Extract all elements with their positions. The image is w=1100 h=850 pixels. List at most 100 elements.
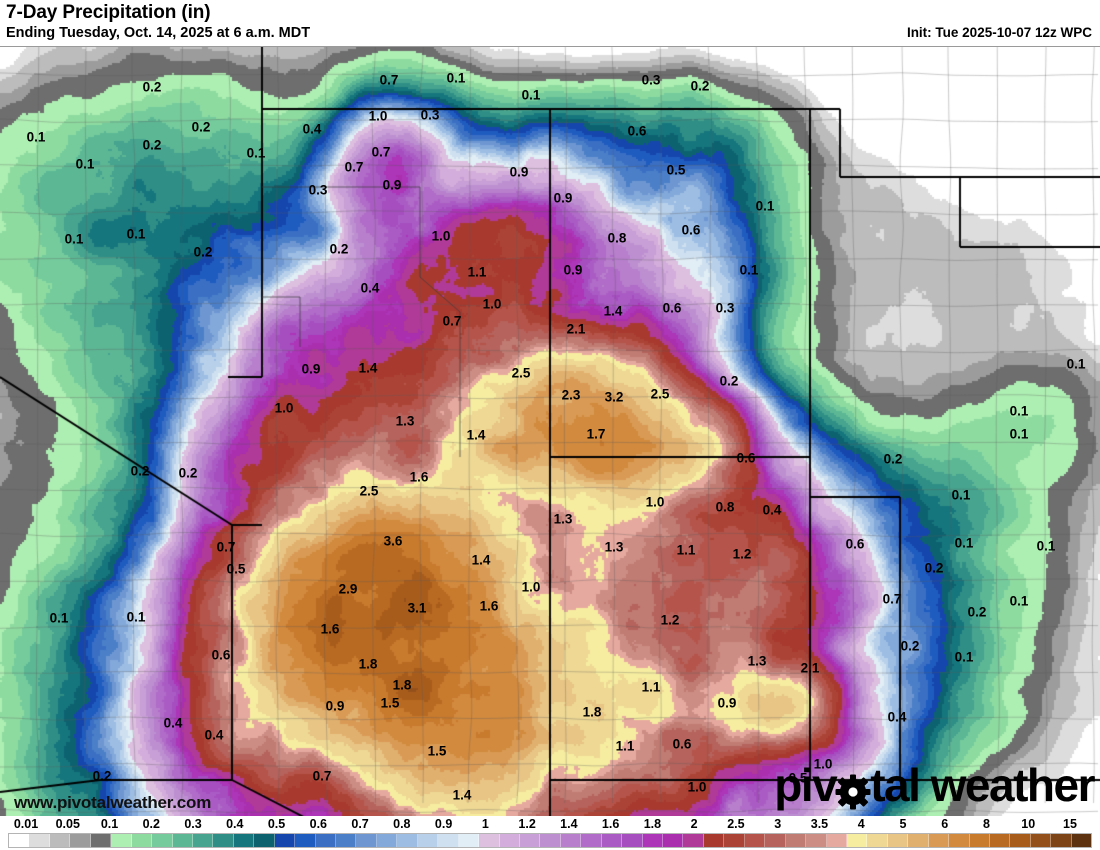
precip-value-label: 1.6 xyxy=(409,469,429,485)
precip-value-label: 1.6 xyxy=(479,598,499,614)
colorbar-swatches xyxy=(8,833,1092,848)
colorbar-swatch xyxy=(826,834,847,847)
colorbar-tick: 0.05 xyxy=(55,817,80,831)
page-title: 7-Day Precipitation (in) xyxy=(6,2,211,23)
precip-value-label: 0.9 xyxy=(301,361,321,377)
colorbar-swatch xyxy=(724,834,745,847)
colorbar-tick: 0.01 xyxy=(13,817,39,831)
colorbar-swatch xyxy=(683,834,704,847)
precip-value-label: 0.7 xyxy=(312,768,332,784)
precip-value-label: 0.4 xyxy=(204,727,224,743)
colorbar-tick: 1.8 xyxy=(643,817,662,831)
precip-value-label: 0.7 xyxy=(371,144,391,160)
colorbar-swatch xyxy=(192,834,214,847)
precip-value-label: 0.2 xyxy=(690,78,710,94)
precip-value-label: 1.0 xyxy=(521,579,541,595)
precip-value-label: 1.8 xyxy=(392,677,412,693)
colorbar-swatch xyxy=(90,834,112,847)
colorbar-swatch xyxy=(417,834,439,847)
precip-value-label: 1.8 xyxy=(358,656,378,672)
precip-value-label: 0.9 xyxy=(563,262,583,278)
map-header: 7-Day Precipitation (in) Ending Tuesday,… xyxy=(0,0,1100,46)
precip-value-label: 0.2 xyxy=(191,119,211,135)
colorbar-swatch xyxy=(785,834,807,847)
precip-value-label: 0.1 xyxy=(126,609,146,625)
colorbar-swatch xyxy=(887,834,909,847)
precip-value-label: 0.2 xyxy=(92,768,112,784)
precip-value-label: 1.6 xyxy=(320,621,340,637)
colorbar-swatch xyxy=(458,834,480,847)
precip-value-label: 0.4 xyxy=(887,709,907,725)
precip-value-label: 1.7 xyxy=(586,426,606,442)
precip-value-label: 0.9 xyxy=(382,177,402,193)
logo-text-part1: piv xyxy=(774,759,837,811)
colorbar-swatch xyxy=(1051,834,1072,847)
colorbar-tick-labels: 0.01 0.05 0.1 0.2 0.3 0.4 0.5 0.6 0.7 0.8 0.9 1 1.2 1… xyxy=(0,816,1100,832)
precip-value-label: 1.8 xyxy=(582,704,602,720)
colorbar-swatch xyxy=(806,834,827,847)
colorbar-tick: 2 xyxy=(690,817,698,831)
precip-value-label: 2.5 xyxy=(359,483,379,499)
colorbar-tick: 0.4 xyxy=(226,817,244,831)
precip-value-label: 0.1 xyxy=(26,129,46,145)
precip-value-label: 2.5 xyxy=(511,365,531,381)
precip-value-label: 1.0 xyxy=(274,400,294,416)
colorbar-swatch xyxy=(29,834,50,847)
precip-value-label: 0.9 xyxy=(325,698,345,714)
colorbar-swatch xyxy=(438,834,459,847)
colorbar-swatch xyxy=(49,834,71,847)
precip-value-label: 0.1 xyxy=(521,87,541,103)
site-url-watermark: www.pivotalweather.com xyxy=(14,793,212,812)
colorbar-swatch xyxy=(1030,834,1052,847)
precip-value-label: 0.1 xyxy=(126,226,146,242)
precip-value-label: 0.6 xyxy=(627,123,647,139)
colorbar-tick: 0.9 xyxy=(434,817,453,831)
precip-value-label: 0.2 xyxy=(329,241,349,257)
precip-value-label: 0.2 xyxy=(967,604,987,620)
colorbar-tick: 2.5 xyxy=(727,817,745,831)
precip-value-label: 0.5 xyxy=(666,162,686,178)
precip-value-label: 0.2 xyxy=(178,465,198,481)
precip-value-label: 0.1 xyxy=(951,487,971,503)
colorbar-swatch xyxy=(131,834,153,847)
colorbar-tick: 0.8 xyxy=(393,817,411,831)
precip-value-label: 0.1 xyxy=(1009,426,1029,442)
precip-value-label: 1.4 xyxy=(466,427,486,443)
map-viewport[interactable]: 0.2 0.7 0.1 0.1 0.3 0.2 0.2 1.0 0.4 0.3 0.6 0.1 0.2 0… xyxy=(0,46,1100,816)
colorbar-tick: 8 xyxy=(982,817,990,831)
precip-value-label: 0.1 xyxy=(739,262,759,278)
precip-value-label: 1.3 xyxy=(604,539,624,555)
precip-value-label: 0.6 xyxy=(672,736,692,752)
precipitation-field-canvas[interactable] xyxy=(0,47,1100,816)
precip-value-label: 0.6 xyxy=(845,536,865,552)
colorbar-swatch xyxy=(356,834,377,847)
colorbar[interactable]: 0.01 0.05 0.1 0.2 0.3 0.4 0.5 0.6 0.7 0.8 0.9 1 1.2 1… xyxy=(0,816,1100,850)
precip-value-label: 0.1 xyxy=(1036,538,1056,554)
precip-value-label: 0.3 xyxy=(641,72,661,88)
colorbar-tick: 5 xyxy=(899,817,907,831)
precip-value-label: 1.0 xyxy=(368,108,388,124)
precip-value-label: 0.5 xyxy=(788,770,808,786)
precip-value-label: 1.0 xyxy=(687,779,707,795)
precip-value-label: 0.7 xyxy=(882,591,902,607)
precip-value-label: 0.1 xyxy=(75,156,95,172)
precip-value-label: 1.4 xyxy=(358,360,378,376)
colorbar-swatch xyxy=(254,834,275,847)
pivotal-weather-logo: piv xyxy=(774,758,1095,812)
precip-value-label: 0.8 xyxy=(715,499,735,515)
precip-value-label: 1.1 xyxy=(676,542,696,558)
precip-value-label: 1.3 xyxy=(395,413,415,429)
colorbar-tick: 0.5 xyxy=(267,817,286,831)
colorbar-swatch xyxy=(152,834,173,847)
colorbar-swatch xyxy=(1071,834,1092,847)
precip-value-label: 3.2 xyxy=(604,389,624,405)
precip-value-label: 0.2 xyxy=(130,463,150,479)
colorbar-tick: 1.6 xyxy=(601,817,620,831)
colorbar-swatch xyxy=(846,834,868,847)
precip-value-label: 1.1 xyxy=(641,679,661,695)
precip-value-label: 2.5 xyxy=(650,386,670,402)
precip-value-label: 3.6 xyxy=(383,533,403,549)
colorbar-tick: 0.6 xyxy=(309,817,328,831)
precip-value-label: 1.5 xyxy=(380,695,400,711)
